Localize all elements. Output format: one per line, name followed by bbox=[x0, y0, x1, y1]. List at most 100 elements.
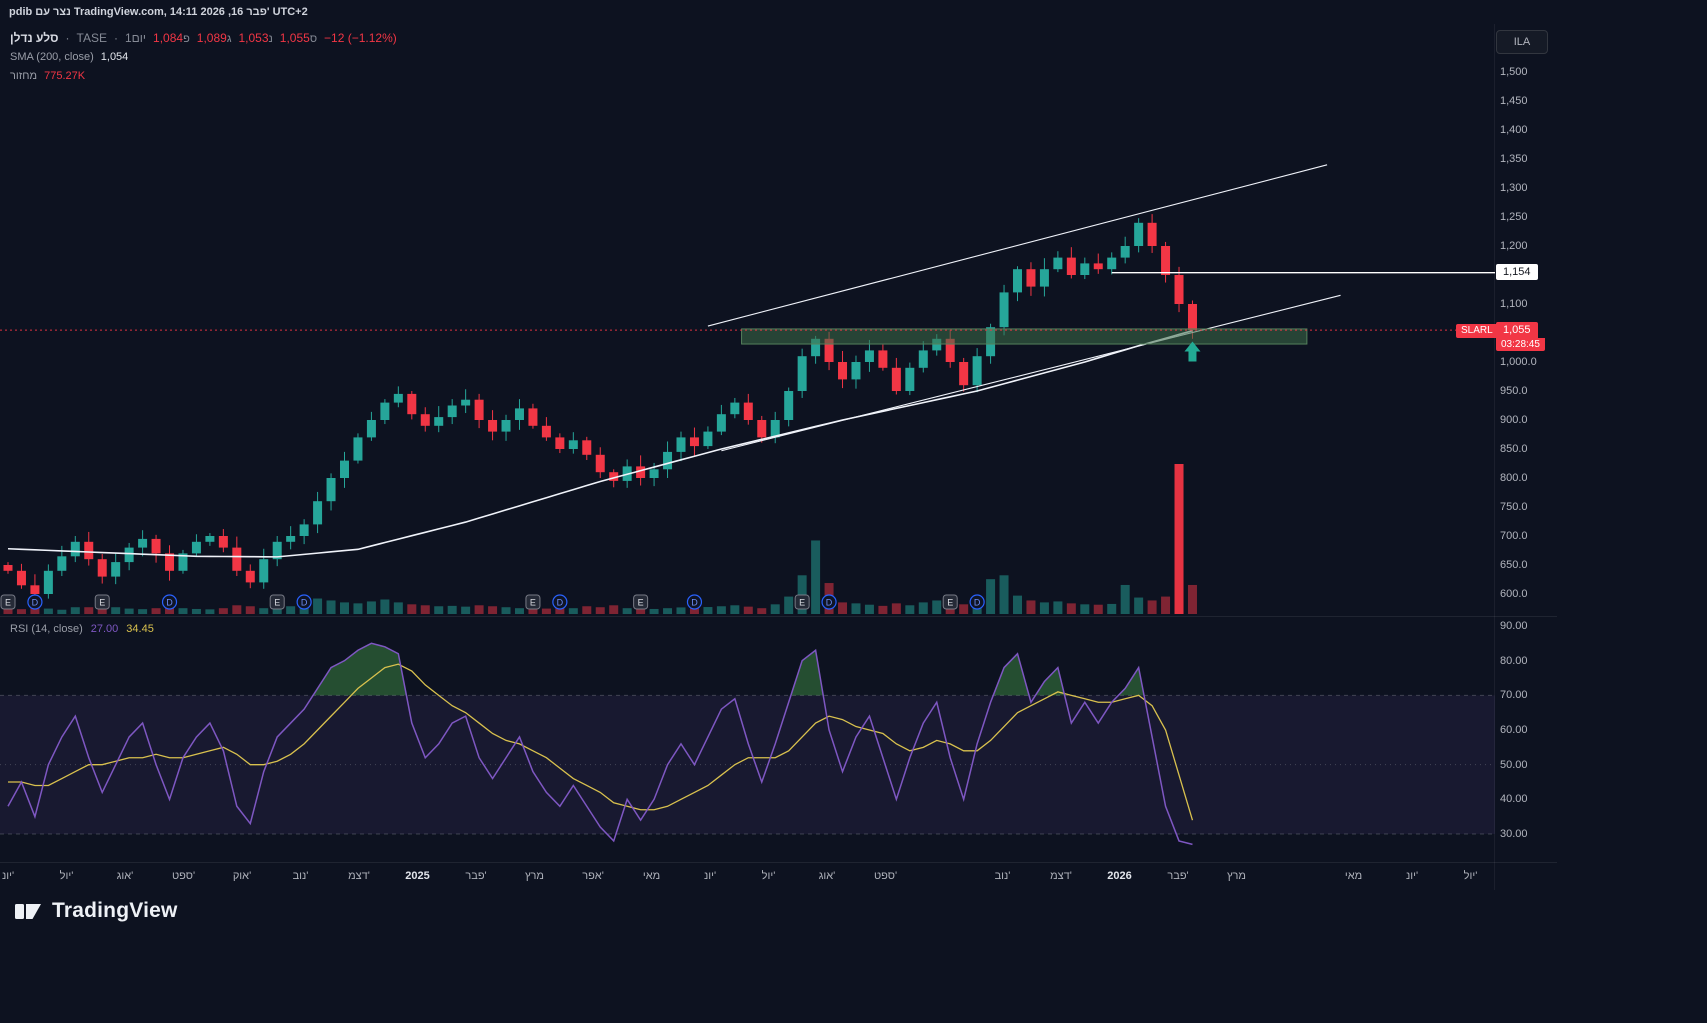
time-axis-month-label: מאי bbox=[1344, 870, 1363, 882]
price-axis-label: 700.0 bbox=[1500, 530, 1528, 542]
time-axis-month-label: מרץ bbox=[525, 870, 544, 882]
rsi-overbought-fill bbox=[1118, 667, 1145, 696]
interval-label[interactable]: 1יום bbox=[124, 31, 147, 45]
rsi-legend-row[interactable]: RSI (14, close) 27.00 34.45 bbox=[10, 623, 154, 635]
rsi-overbought-fill bbox=[313, 643, 407, 696]
earnings-marker-icon bbox=[0, 594, 16, 610]
price-axis-label: 650.0 bbox=[1500, 559, 1528, 571]
symbol-title-row[interactable]: סלע נדלן · TASE · 1יום פ1,084 ג1,089 נ1,… bbox=[10, 30, 397, 46]
time-axis-month-label: יול' bbox=[1463, 870, 1478, 882]
sma-legend-row[interactable]: SMA (200, close) 1,054 bbox=[10, 49, 397, 65]
time-axis-month-label: פבר' bbox=[465, 870, 487, 882]
share-header: pdib נצר עם TradingView.com, 14:11 2026 … bbox=[0, 0, 1707, 24]
symbol-price-tag: SLARL bbox=[1456, 324, 1498, 338]
tradingview-logo-icon bbox=[15, 904, 41, 919]
bar-countdown-label: 03:28:45 bbox=[1496, 338, 1545, 351]
ohlc-close: ס1,055 bbox=[279, 31, 318, 45]
last-price-label: 1,055 bbox=[1496, 322, 1538, 338]
earnings-marker-icon bbox=[525, 594, 541, 610]
rsi-value: 27.00 bbox=[90, 623, 119, 635]
time-axis-month-label: מרץ bbox=[1227, 870, 1246, 882]
ohlc-open: פ1,084 bbox=[153, 31, 190, 45]
time-axis-month-label: אוג' bbox=[116, 870, 134, 882]
rsi-axis-label: 80.00 bbox=[1500, 654, 1528, 667]
price-axis-label: 1,000.0 bbox=[1500, 356, 1537, 368]
svg-text:E: E bbox=[99, 598, 105, 608]
time-axis[interactable]: יונ' יול' אוג' ספט' אוק' נוב' דצמ' 2025 פבר' מרץ א… bbox=[0, 863, 1557, 889]
svg-text:D: D bbox=[691, 598, 698, 608]
rsi-label: RSI (14, close) bbox=[10, 623, 83, 635]
price-axis-label: 600.0 bbox=[1500, 588, 1528, 600]
earnings-marker-icon bbox=[94, 594, 110, 610]
time-axis-month-label: מאי bbox=[642, 870, 661, 882]
rsi-ma-value: 34.45 bbox=[126, 623, 154, 635]
time-axis-month-label: ספט' bbox=[873, 870, 898, 882]
sma-200-line bbox=[7, 329, 1193, 558]
price-axis-label: 1,400 bbox=[1500, 124, 1528, 136]
separator-dot: · bbox=[113, 31, 118, 45]
price-axis-label: 1,450 bbox=[1500, 95, 1528, 107]
time-axis-month-label: אפר' bbox=[582, 870, 604, 882]
dividend-marker-icon bbox=[27, 594, 43, 610]
rsi-overbought-fill bbox=[790, 650, 824, 696]
trendline-2 bbox=[721, 294, 1341, 452]
earnings-marker-icon bbox=[794, 594, 810, 610]
sma-label: SMA (200, close) bbox=[10, 51, 94, 63]
dividend-marker-icon bbox=[969, 594, 985, 610]
tradingview-wordmark: TradingView bbox=[52, 899, 178, 922]
time-axis-month-label: יונ' bbox=[1405, 870, 1419, 882]
svg-text:D: D bbox=[301, 598, 308, 608]
price-axis-label: 1,250 bbox=[1500, 211, 1528, 223]
price-axis-label: 950.0 bbox=[1500, 385, 1528, 397]
price-axis-label: 1,500 bbox=[1500, 66, 1528, 78]
earnings-marker-icon bbox=[942, 594, 958, 610]
time-axis-month-label: נוב' bbox=[292, 870, 309, 882]
rsi-chart-pane[interactable] bbox=[0, 618, 1495, 862]
rsi-line bbox=[7, 642, 1193, 846]
price-scale-separator[interactable] bbox=[1494, 24, 1495, 890]
axis-separator bbox=[0, 862, 1557, 863]
rsi-axis-label: 70.00 bbox=[1500, 689, 1528, 702]
time-axis-month-label: דצמ' bbox=[1050, 870, 1072, 882]
time-axis-month-label: יול' bbox=[761, 870, 776, 882]
header-text: pdib נצר עם TradingView.com, 14:11 2026 … bbox=[9, 6, 308, 18]
price-axis-label: 800.0 bbox=[1500, 472, 1528, 484]
ohlc-low: נ1,053 bbox=[238, 31, 273, 45]
rsi-axis-label: 30.00 bbox=[1500, 828, 1528, 840]
time-axis-year-label: 2025 bbox=[405, 870, 430, 882]
rsi-axis-label: 40.00 bbox=[1500, 793, 1528, 806]
rsi-overbought-fill bbox=[1035, 667, 1065, 696]
price-axis-label: 850.0 bbox=[1500, 443, 1528, 455]
rsi-band bbox=[0, 695, 1495, 835]
time-axis-month-label: יונ' bbox=[703, 870, 717, 882]
svg-text:E: E bbox=[5, 598, 11, 608]
separator-dot: · bbox=[65, 31, 70, 45]
svg-text:E: E bbox=[638, 598, 644, 608]
rsi-axis-label: 90.00 bbox=[1500, 620, 1528, 632]
currency-flag-button[interactable]: ILA bbox=[1496, 30, 1548, 54]
pane-separator[interactable] bbox=[0, 616, 1557, 617]
price-axis-label: 1,300 bbox=[1500, 182, 1528, 194]
time-axis-month-label: דצמ' bbox=[348, 870, 370, 882]
dividend-marker-icon bbox=[552, 594, 568, 610]
exchange-name: TASE bbox=[76, 31, 107, 45]
candles bbox=[3, 214, 1197, 599]
buy-arrow-marker bbox=[1184, 341, 1201, 362]
svg-text:D: D bbox=[826, 598, 833, 608]
time-axis-month-label: אוג' bbox=[818, 870, 836, 882]
symbol-name[interactable]: סלע נדלן bbox=[10, 31, 59, 45]
svg-text:E: E bbox=[947, 598, 953, 608]
price-axis-label: 1,200 bbox=[1500, 240, 1528, 252]
tradingview-footer[interactable]: TradingView bbox=[13, 896, 178, 926]
hline-price-label: 1,154 bbox=[1496, 264, 1538, 280]
dividend-marker-icon bbox=[296, 594, 312, 610]
ohlc-high: ג1,089 bbox=[196, 31, 232, 45]
svg-text:E: E bbox=[274, 598, 280, 608]
svg-text:D: D bbox=[32, 598, 39, 608]
volume-legend-row[interactable]: מחזור 775.27K bbox=[10, 68, 397, 84]
volume-label: מחזור bbox=[10, 70, 38, 82]
sma-value: 1,054 bbox=[100, 51, 129, 63]
price-axis-label: 1,350 bbox=[1500, 153, 1528, 165]
